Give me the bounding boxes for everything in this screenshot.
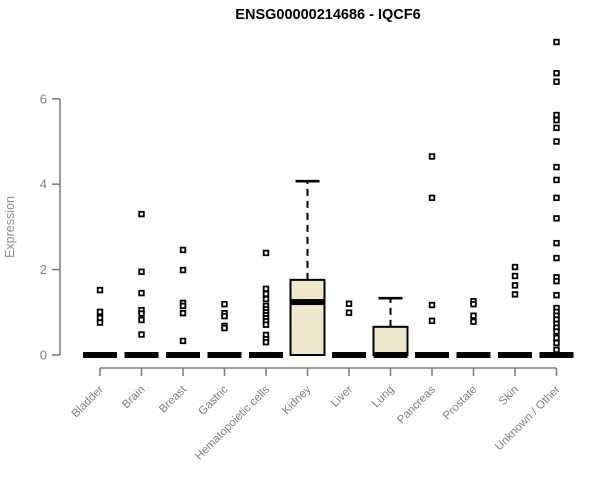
outlier-point — [262, 338, 270, 346]
outlier-point — [428, 153, 436, 160]
outlier-point — [470, 318, 477, 325]
outlier-point — [179, 309, 187, 317]
outlier-point — [96, 319, 104, 326]
x-tick-label: Lung — [370, 384, 397, 411]
median-line — [207, 352, 242, 358]
y-axis-title: Expression — [3, 196, 17, 258]
median-line — [373, 352, 408, 358]
x-tick-label: Pancreas — [395, 383, 438, 426]
outlier-point — [262, 285, 270, 293]
outlier-point — [511, 263, 519, 271]
outlier-point — [221, 300, 228, 308]
outlier-point — [138, 310, 145, 317]
median-line — [249, 352, 283, 358]
outlier-point — [262, 295, 270, 303]
outlier-point — [553, 194, 560, 202]
outlier-point — [262, 249, 270, 257]
outlier-point — [553, 334, 560, 342]
x-tick-label: Brain — [120, 384, 147, 411]
median-line — [166, 352, 200, 358]
outlier-point — [511, 291, 519, 298]
outlier-point — [553, 346, 560, 354]
outlier-point — [179, 302, 187, 310]
outlier-point — [553, 138, 560, 145]
outlier-point — [553, 239, 560, 247]
outlier-point — [470, 300, 477, 308]
median-line — [415, 352, 449, 358]
x-tick-label: Bladder — [70, 384, 107, 421]
y-tick-label: 2 — [40, 262, 47, 277]
outlier-point — [138, 316, 145, 324]
outlier-point — [428, 301, 436, 309]
median-line — [456, 352, 491, 358]
outlier-point — [221, 324, 228, 332]
outlier-point — [138, 210, 145, 218]
outlier-point — [553, 339, 560, 347]
median-line — [332, 352, 366, 358]
y-tick-label: 6 — [40, 91, 47, 106]
y-tick-label: 0 — [40, 348, 47, 363]
outlier-point — [179, 266, 187, 274]
outlier-point — [138, 289, 145, 297]
x-tick-label: Hematopoietic cells — [193, 383, 272, 462]
outlier-point — [553, 78, 560, 85]
outlier-point — [96, 286, 104, 294]
outlier-point — [221, 312, 228, 320]
outlier-point — [345, 309, 353, 316]
outlier-point — [428, 317, 436, 325]
chart-title: ENSG00000214686 - IQCF6 — [235, 7, 420, 23]
outlier-point — [553, 176, 560, 184]
outlier-point — [345, 300, 353, 307]
outlier-point — [262, 321, 270, 328]
x-tick-label: Breast — [157, 383, 190, 416]
outlier-point — [553, 69, 560, 77]
x-tick-label: Prostate — [441, 384, 480, 423]
outlier-point — [553, 215, 560, 222]
x-tick-label: Skin — [497, 384, 521, 408]
outlier-point — [553, 116, 560, 124]
x-tick-label: Kidney — [280, 383, 314, 417]
median-line — [498, 352, 532, 358]
median-line — [124, 352, 159, 358]
outlier-point — [553, 254, 560, 262]
median-line — [290, 299, 325, 306]
plot-layer: 0 2 4 6 Bladder Brain Breast GastricHematopoiet… — [40, 38, 574, 463]
outlier-point — [553, 111, 560, 119]
outlier-point — [553, 38, 560, 46]
median-line — [83, 352, 117, 358]
outlier-point — [553, 277, 560, 285]
y-tick-label: 4 — [40, 177, 47, 192]
outlier-point — [138, 331, 145, 338]
outlier-point — [553, 163, 560, 171]
outlier-point — [179, 337, 187, 345]
outlier-point — [511, 282, 519, 289]
outlier-point — [553, 124, 560, 132]
outlier-point — [511, 272, 519, 280]
outlier-point — [553, 328, 560, 335]
outlier-point — [553, 292, 560, 299]
outlier-point — [262, 290, 270, 298]
box — [289, 278, 326, 356]
outlier-point — [138, 268, 145, 275]
box — [372, 325, 409, 356]
outlier-point — [428, 194, 436, 202]
outlier-point — [179, 246, 187, 254]
x-tick-label: Liver — [329, 384, 355, 410]
x-tick-label: Gastric — [196, 383, 230, 417]
outlier-point — [96, 308, 104, 316]
outlier-point — [470, 312, 477, 319]
median-line — [539, 352, 574, 358]
